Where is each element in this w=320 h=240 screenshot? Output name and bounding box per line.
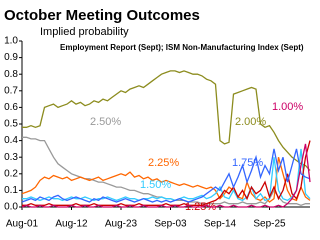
series-label: 2.25% xyxy=(148,157,179,169)
annotation: Employment Report (Sept); ISM Non-Manufa… xyxy=(60,43,304,52)
chart-subtitle: Implied probability xyxy=(40,26,129,38)
plot: 0.0 0.1 0.2 0.3 0.4 0.5 0.6 0.7 0.8 0.9 1.0 Aug-01 A… xyxy=(4,36,311,230)
series-label: 1.50% xyxy=(140,179,171,191)
x-tick-label: Aug-12 xyxy=(55,219,88,230)
y-tick-label: 0.6 xyxy=(4,102,18,113)
series-label: 1.75% xyxy=(232,157,263,169)
series-line xyxy=(22,136,310,206)
series-line xyxy=(21,157,311,203)
x-tick-label: Aug-23 xyxy=(105,219,138,230)
y-tick-label: 0.8 xyxy=(4,69,18,80)
series-line xyxy=(22,148,311,202)
series-line xyxy=(21,148,311,203)
x-tick-label: Sep-25 xyxy=(253,219,286,230)
x-tick-label: Aug-01 xyxy=(6,219,39,230)
y-tick-label: 0.3 xyxy=(4,152,18,163)
y-tick-label: 0.4 xyxy=(4,135,18,146)
series-label: 2.50% xyxy=(90,116,121,128)
x-tick-label: Sep-03 xyxy=(154,219,187,230)
series-line xyxy=(21,143,311,208)
y-tick-label: 1.0 xyxy=(4,36,18,47)
y-tick-label: 0.1 xyxy=(4,185,18,196)
x-tick-label: Sep-14 xyxy=(204,219,237,230)
y-tick-label: 0.0 xyxy=(4,202,18,213)
series-line xyxy=(22,140,311,206)
series-label: 2.00% xyxy=(235,116,266,128)
series-line xyxy=(22,70,311,171)
y-tick-label: 0.7 xyxy=(4,85,18,96)
chart-title: October Meeting Outcomes xyxy=(4,7,200,24)
y-tick-label: 0.5 xyxy=(4,119,18,130)
y-tick-label: 0.2 xyxy=(4,168,18,179)
series-label: 1.00% xyxy=(272,101,303,113)
y-tick-label: 0.9 xyxy=(4,52,18,63)
